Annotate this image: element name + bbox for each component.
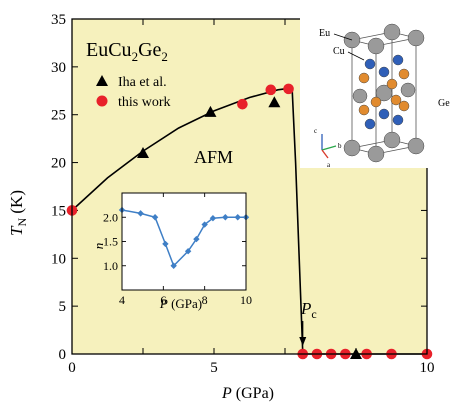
inset-y-label: n xyxy=(91,243,106,250)
inset-y-ticks: 1.0 1.5 2.0 xyxy=(103,210,246,273)
main-y-tick-label: 20 xyxy=(51,156,66,172)
main-y-tick-label: 30 xyxy=(51,60,66,76)
legend-triangle-marker xyxy=(96,75,108,86)
chart-title: EuCu2Ge2 xyxy=(86,39,168,64)
main-y-tick-label: 5 xyxy=(59,299,67,315)
inset-x-tick-label: 10 xyxy=(240,293,252,307)
ge-label: Ge xyxy=(438,98,450,109)
inset-diamond-point xyxy=(151,214,159,221)
cu-atom xyxy=(358,104,370,116)
inset-x-tick-label: 4 xyxy=(119,293,125,307)
ge-atom xyxy=(378,108,390,120)
main-y-tick-label: 10 xyxy=(51,251,66,267)
crystal-axis-b: b xyxy=(338,142,342,150)
ge-atom xyxy=(378,66,390,78)
main-y-tick-label: 15 xyxy=(51,203,66,219)
inset-diamond-point xyxy=(193,235,200,243)
ge-atom xyxy=(392,54,404,66)
main-x-tick-label: 5 xyxy=(210,360,218,376)
eu-label: Eu xyxy=(319,28,330,39)
crystal-axis-a: a xyxy=(327,161,331,169)
legend-circle-marker xyxy=(96,95,108,107)
inset-diamond-point xyxy=(137,210,144,217)
main-x-tick-label: 10 xyxy=(420,360,435,376)
eu-atom xyxy=(367,145,385,163)
eu-pointer xyxy=(333,33,353,41)
cu-atom xyxy=(398,68,410,80)
eu-atom xyxy=(400,82,416,98)
cu-atom xyxy=(390,94,402,106)
x-axis-label: P (GPa) xyxy=(221,385,274,402)
ge-atom xyxy=(364,58,376,70)
legend-label-iha: Iha et al. xyxy=(118,75,167,90)
eu-atom xyxy=(383,131,401,149)
cu-label: Cu xyxy=(333,46,345,57)
cu-pointer xyxy=(347,51,365,61)
circle-point xyxy=(265,84,277,96)
crystal-atoms xyxy=(343,23,425,163)
eu-atom xyxy=(407,137,425,155)
circle-point xyxy=(237,98,248,110)
cu-atom xyxy=(398,100,410,112)
inset-y-tick-label: 1.5 xyxy=(103,235,118,249)
main-plot-frame xyxy=(71,18,428,355)
inset-diamond-point xyxy=(170,262,177,269)
inset-background xyxy=(122,193,246,290)
legend-label-this-work: this work xyxy=(118,95,171,110)
main-y-tick-label: 0 xyxy=(59,347,67,363)
inset-diamond-point xyxy=(184,248,192,255)
eu-atom xyxy=(367,37,385,55)
afm-phase-label: AFM xyxy=(194,147,233,167)
eu-atom xyxy=(375,84,393,102)
inset-x-tick-label: 6 xyxy=(160,293,166,307)
ge-atom xyxy=(364,118,376,130)
inset-diamond-point xyxy=(201,221,208,228)
inset-diamond-point xyxy=(234,214,241,221)
pc-arrow-head xyxy=(299,337,307,346)
y-axis-label: TN (K) xyxy=(7,190,29,236)
inset-y-tick-label: 1.0 xyxy=(103,259,118,273)
inset-data-marks xyxy=(118,206,250,269)
triangle-point xyxy=(137,147,149,158)
inset-y-tick-label: 2.0 xyxy=(103,210,118,224)
inset-exponent-plot: 4 6 8 10 1.0 1.5 2.0 n P (GPa) xyxy=(91,192,252,311)
inset-frame xyxy=(121,192,247,291)
inset-x-label: P (GPa) xyxy=(159,296,202,311)
main-y-tick-label: 25 xyxy=(51,108,66,124)
eu-atom xyxy=(383,23,401,41)
legend: Iha et al. this work xyxy=(96,75,171,110)
inset-diamond-point xyxy=(209,215,217,222)
crystal-structure-inset: Eu Cu Ge c b a xyxy=(300,14,450,169)
main-y-ticks: 0 5 10 15 20 25 30 35 xyxy=(51,12,427,363)
eu-atom xyxy=(343,139,361,157)
cu-atom xyxy=(358,72,370,84)
ge-atom xyxy=(392,114,404,126)
cu-atom xyxy=(370,96,382,108)
pc-label: Pc xyxy=(300,299,317,321)
eu-atom xyxy=(407,29,425,47)
crystal-axes: c b a xyxy=(314,127,342,169)
crystal-axis-c: c xyxy=(314,127,317,135)
inset-x-tick-label: 8 xyxy=(202,293,208,307)
cu-atom xyxy=(386,78,398,90)
main-fit-curve xyxy=(71,86,427,355)
main-x-tick-label: 0 xyxy=(68,360,76,376)
circle-point xyxy=(283,83,294,95)
triangle-point xyxy=(268,96,281,108)
eu-atom xyxy=(352,88,368,104)
inset-diamond-point xyxy=(222,214,229,221)
triangle-point xyxy=(204,105,217,117)
inset-diamond-point xyxy=(162,240,169,248)
main-y-tick-label: 35 xyxy=(51,12,66,28)
